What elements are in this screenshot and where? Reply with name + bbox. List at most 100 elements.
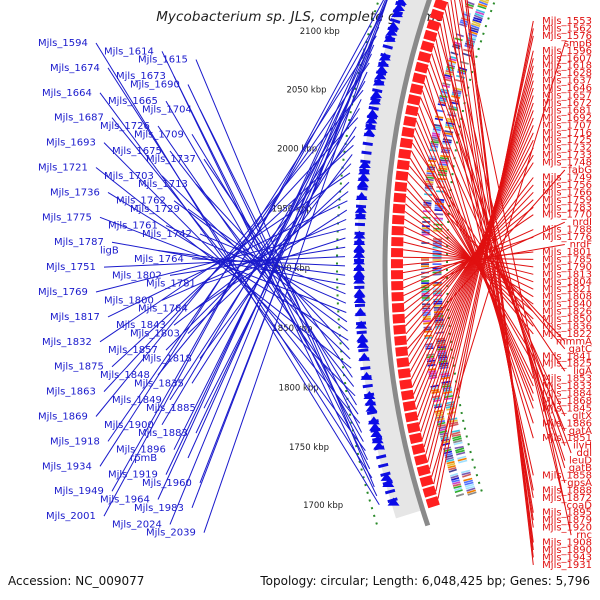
feature-band-tick — [477, 5, 487, 10]
left-label-leader — [165, 225, 347, 304]
gene-arrow-reverse — [356, 179, 369, 188]
right-gene-label: nrdF — [570, 240, 593, 251]
left-label-leader — [103, 0, 385, 517]
feature-band-tick — [473, 16, 483, 22]
gene-arrow-reverse — [383, 33, 396, 42]
feature-band-tick — [478, 3, 488, 8]
left-label-leader — [107, 62, 370, 442]
left-gene-label: Mjls_1729 — [130, 204, 180, 215]
kbp-tick-label: 1800 kbp — [279, 384, 319, 394]
right-label-leader — [435, 38, 534, 476]
right-gene-label: Mjls_1628 — [542, 68, 592, 79]
right-gene-label: Mjls_1770 — [542, 210, 592, 221]
right-label-leader — [429, 60, 572, 454]
left-gene-label: Mjls_1934 — [42, 461, 92, 472]
right-gene-label: Mjls_1845 — [542, 403, 592, 414]
right-gene-label: Mjls_1890 — [542, 545, 592, 556]
right-gene-label: Mjls_1801 — [542, 247, 592, 258]
kbp-tick-label: 2050 kbp — [286, 85, 326, 95]
right-gene-label: gatC — [569, 344, 592, 355]
gene-arrow-reverse — [367, 416, 380, 425]
gene-arrow-reverse — [374, 71, 387, 80]
left-gene-label: Mjls_2039 — [146, 528, 196, 539]
left-gene-label: Mjls_1664 — [42, 88, 92, 99]
left-label-leader — [169, 150, 355, 387]
left-label-leader — [111, 144, 354, 368]
feature-band-tick — [455, 493, 465, 498]
feature-band-tick — [448, 468, 457, 473]
left-gene-label: Mjls_1787 — [54, 237, 104, 248]
gene-arrow-reverse — [394, 0, 407, 5]
left-label-leader — [107, 200, 348, 318]
right-gene-label: ligA — [573, 366, 592, 377]
left-gene-label: Mjls_1665 — [108, 96, 158, 107]
right-gene-label: coaD — [567, 500, 593, 511]
right-gene-label: ilvH — [573, 441, 592, 452]
feature-band-tick — [461, 14, 470, 20]
left-label-leader — [169, 108, 360, 401]
gene-arrow-reverse — [354, 307, 367, 316]
left-gene-label: Mjls_1803 — [130, 329, 180, 340]
feature-band-tick — [469, 28, 479, 34]
gene-arrow-reverse — [354, 211, 367, 220]
right-label-leader — [423, 82, 566, 431]
right-gene-label: Mjls_1943 — [542, 552, 592, 563]
left-gene-label: Mjls_1615 — [138, 55, 188, 66]
feature-band-tick — [467, 491, 477, 496]
right-gene-label: Mjls_1732 — [542, 143, 592, 154]
left-label-leader — [103, 142, 356, 397]
right-gene-label: Mjls_1850 — [542, 314, 592, 325]
left-gene-label: Mjls_1721 — [38, 163, 88, 174]
feature-band-tick — [468, 30, 478, 36]
gene-arrow-reverse — [353, 249, 366, 258]
left-gene-label: Mjls_1693 — [46, 138, 96, 149]
left-gene-label: Mjls_1802 — [112, 270, 162, 281]
right-gene-label: Mjls_1672 — [542, 98, 592, 109]
right-gene-label: fabG — [568, 165, 592, 176]
gene-arrow-reverse — [353, 256, 366, 265]
right-gene-label: Mjls_1879 — [542, 515, 592, 526]
left-label-leader — [199, 154, 353, 359]
right-gene-label: Mjls_1920 — [542, 523, 592, 534]
feature-band-tick — [450, 51, 459, 56]
left-gene-label: Mjls_1762 — [116, 196, 166, 207]
feature-band-tick — [455, 447, 465, 452]
right-gene-label: Mjls_1788 — [542, 225, 592, 236]
right-gene-label: Mjls_1756 — [542, 180, 592, 191]
feature-band-tick — [473, 14, 483, 20]
feature-band-tick — [458, 23, 468, 28]
right-gene-label: gpsA — [567, 478, 592, 489]
genome-backbone — [382, 0, 432, 527]
right-gene-label: Mjls_1596 — [542, 46, 592, 57]
feature-band-tick — [451, 476, 460, 481]
left-label-leader — [95, 89, 364, 417]
feature-band-tick — [466, 487, 476, 492]
right-gene-label: gatB — [569, 463, 592, 474]
right-gene-label: Mjls_1785 — [542, 254, 592, 265]
left-gene-label: Mjls_1863 — [46, 387, 96, 398]
left-gene-label: Mjls_1964 — [100, 495, 150, 506]
right-label-leader — [413, 135, 534, 379]
right-gene-label: Mjls_1607 — [542, 53, 592, 64]
right-gene-label: ddl — [577, 448, 592, 459]
right-label-leader — [439, 23, 534, 491]
right-gene-label: Mjls_1821 — [542, 284, 592, 295]
right-gene-label: Mjls_1725 — [542, 135, 592, 146]
genome-summary: Topology: circular; Length: 6,048,425 bp… — [260, 574, 590, 588]
right-gene-label: Mjls_1884 — [542, 389, 592, 400]
feature-band-tick — [469, 26, 479, 32]
left-gene-label: Mjls_1742 — [142, 229, 192, 240]
feature-band-tick — [471, 20, 481, 26]
left-label-leader — [111, 117, 361, 424]
right-gene-label: Mjls_1681 — [542, 105, 592, 116]
right-gene-label: Mjls_1826 — [542, 307, 592, 318]
right-gene-label: Mjls_1858 — [542, 470, 592, 481]
gene-arrow-reverse — [371, 435, 384, 444]
right-label-leader — [407, 169, 566, 350]
right-gene-label: Mjls_1931 — [542, 560, 592, 571]
gene-arrow-reverse — [370, 90, 383, 99]
right-label-leader — [409, 157, 534, 357]
feature-band-tick — [475, 8, 485, 14]
gene-arrow-reverse — [360, 371, 373, 380]
